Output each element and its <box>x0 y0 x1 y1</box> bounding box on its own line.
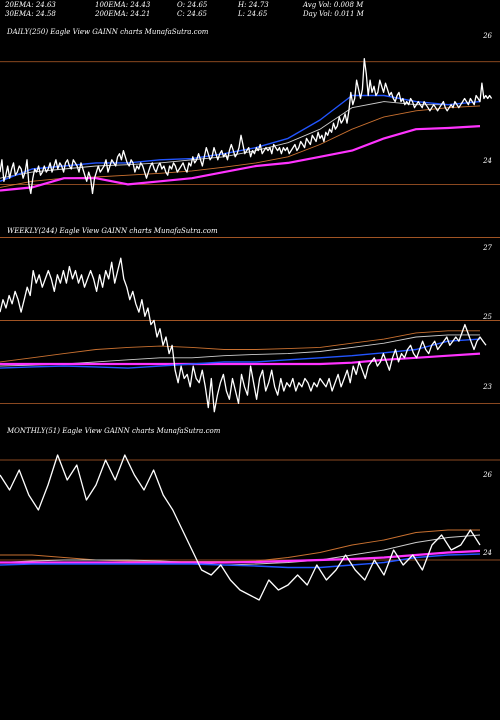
daily-ema-magenta-line <box>0 125 481 192</box>
ema200-label: 200EMA: 24.21 <box>95 10 151 18</box>
close-label: C: 24.65 <box>177 10 207 18</box>
ema30-label: 30EMA: 24.58 <box>5 10 56 18</box>
monthly-chart-plot <box>0 454 500 601</box>
weekly-tick-25: 25 <box>483 313 492 321</box>
monthly-ema-magenta-line <box>0 549 481 564</box>
ema100-label: 100EMA: 24.43 <box>95 1 151 9</box>
low-label: L: 24.65 <box>238 10 268 18</box>
monthly-ema-grey-line <box>0 534 481 566</box>
monthly-price-line <box>0 454 481 601</box>
weekly-chart-plot <box>0 237 500 413</box>
weekly-tick-23: 23 <box>483 383 492 391</box>
monthly-ema-orange-line <box>0 529 480 562</box>
weekly-ema-orange-line <box>0 330 480 363</box>
weekly-ema-blue-line <box>0 338 481 369</box>
weekly-tick-27: 27 <box>483 244 492 252</box>
weekly-price-line <box>0 257 487 413</box>
monthly-tick-24: 24 <box>483 549 492 557</box>
weekly-chart-title: WEEKLY(244) Eagle View GAINN charts Muna… <box>7 227 218 235</box>
daily-ema-orange-line <box>0 105 481 188</box>
daily-chart-title: DAILY(250) Eagle View GAINN charts Munaf… <box>7 28 209 36</box>
monthly-chart-title: MONTHLY(51) Eagle View GAINN charts Muna… <box>7 427 221 435</box>
monthly-chart-panel: MONTHLY(51) Eagle View GAINN charts Muna… <box>0 425 500 625</box>
ema20-label: 20EMA: 24.63 <box>5 1 56 9</box>
daily-tick-26: 26 <box>483 32 492 40</box>
avg-vol-label: Avg Vol: 0.008 M <box>303 1 364 9</box>
monthly-tick-26: 26 <box>483 471 492 479</box>
weekly-chart-panel: WEEKLY(244) Eagle View GAINN charts Muna… <box>0 225 500 420</box>
day-vol-label: Day Vol: 0.011 M <box>303 10 364 18</box>
open-label: O: 24.65 <box>177 1 208 9</box>
daily-chart-plot <box>0 58 500 195</box>
daily-chart-panel: DAILY(250) Eagle View GAINN charts Munaf… <box>0 25 500 215</box>
high-label: H: 24.73 <box>238 1 269 9</box>
daily-tick-24: 24 <box>483 157 492 165</box>
daily-price-line <box>0 58 493 195</box>
